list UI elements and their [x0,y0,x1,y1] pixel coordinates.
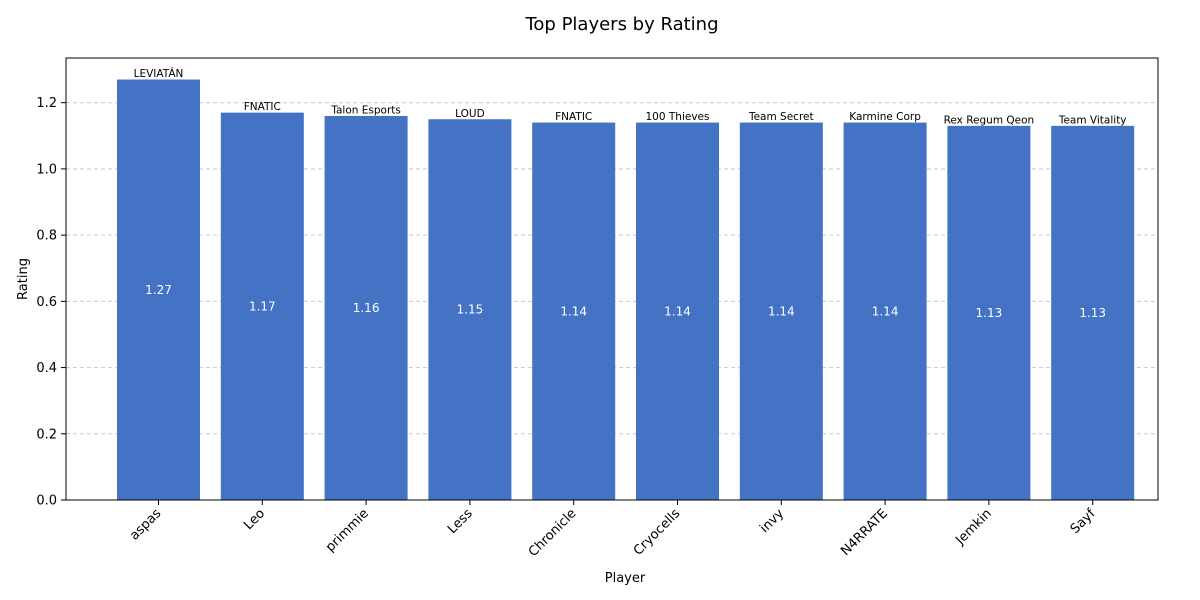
bars: LEVIATÁN 1.27 FNATIC 1.17 Talon Esports 1.16 L… [117,67,1135,501]
value-label: 1.14 [768,304,795,318]
bar [428,119,512,500]
bar [117,79,200,500]
bar [636,122,719,500]
bar [843,122,927,500]
x-tick-label: primmie [323,506,372,555]
x-tick-label: Chronicle [526,506,580,560]
team-label: Rex Regum Qeon [944,114,1035,126]
team-label: LOUD [455,108,485,120]
value-label: 1.13 [976,306,1003,320]
x-tick-label: Sayf [1068,506,1099,537]
x-tick-label: Cryocells [631,506,684,559]
x-tick-label: invy [757,506,787,536]
x-tick-label: Jemkin [952,506,994,548]
x-axis-label: Player [605,571,646,586]
team-label: FNATIC [555,111,592,123]
bar [1051,125,1135,501]
y-tick-label: 0.0 [36,494,57,509]
y-tick-label: 0.4 [36,361,57,376]
plot-frame [65,57,1159,501]
bar [220,112,304,500]
y-tick-label: 0.2 [36,427,57,442]
y-tick-label: 1.0 [36,162,57,177]
bar [532,122,616,500]
team-label: Karmine Corp [849,111,921,123]
x-axis-ticks: aspas Leo primmie Less Chronicle Cryocells inv… [127,500,1099,560]
x-tick-label: Less [445,506,476,537]
y-axis-ticks: 0.0 0.2 0.4 0.6 0.8 1.0 1.2 [36,96,66,509]
y-tick-label: 0.8 [36,229,57,244]
value-label: 1.17 [249,299,276,313]
bar [947,125,1031,501]
y-axis-label: Rating [16,258,31,300]
value-label: 1.16 [353,301,380,315]
team-label: LEVIATÁN [134,67,184,80]
x-tick-label: aspas [127,506,164,543]
y-tick-label: 1.2 [36,96,57,111]
team-label: Team Vitality [1058,114,1127,126]
x-tick-label: N4RRATE [838,506,891,559]
team-label: FNATIC [244,101,281,113]
value-label: 1.14 [872,304,899,318]
bar [739,122,823,500]
bar [324,115,408,501]
value-label: 1.15 [457,303,484,317]
x-tick-label: Leo [241,506,268,533]
team-label: Talon Esports [330,104,401,116]
team-label: 100 Thieves [646,111,710,123]
value-label: 1.27 [145,283,172,297]
y-tick-label: 0.6 [36,295,57,310]
value-label: 1.14 [664,304,691,318]
team-label: Team Secret [748,111,814,123]
chart-title: Top Players by Rating [524,14,718,35]
value-label: 1.14 [560,304,587,318]
value-label: 1.13 [1079,306,1106,320]
